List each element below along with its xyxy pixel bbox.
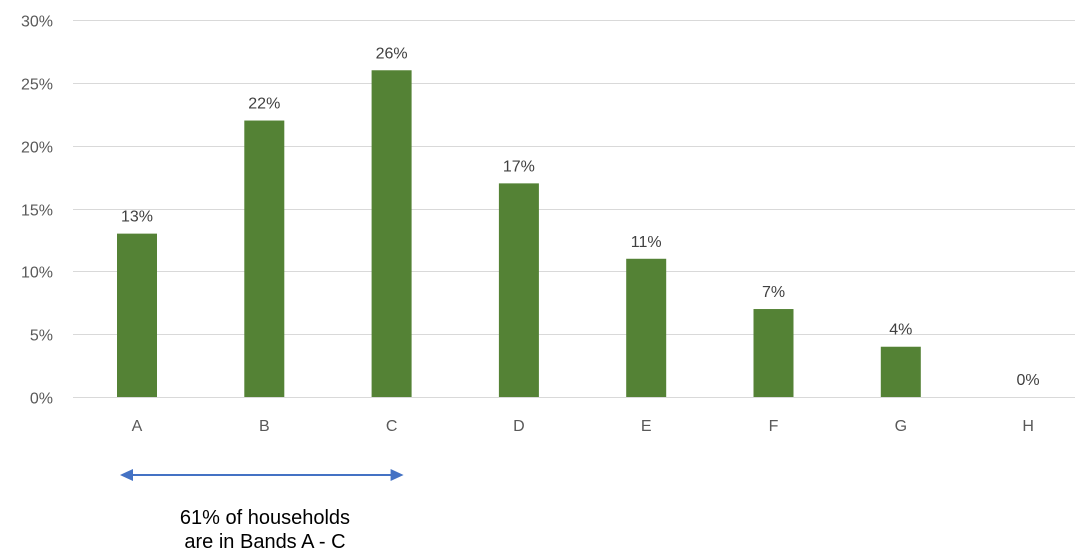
data-label-h: 0% bbox=[1017, 372, 1040, 389]
data-label-g: 4% bbox=[889, 322, 912, 339]
x-tick-label-c: C bbox=[386, 418, 398, 435]
y-tick-label: 25% bbox=[21, 77, 53, 94]
x-tick-label-g: G bbox=[895, 418, 907, 435]
arrow-head-left bbox=[120, 469, 133, 481]
bar-a bbox=[117, 233, 157, 397]
annotation-text: 61% of households are in Bands A - C bbox=[100, 506, 430, 554]
y-tick-label: 0% bbox=[30, 391, 53, 408]
bar-f bbox=[753, 309, 794, 397]
x-tick-label-a: A bbox=[132, 418, 143, 435]
annotation-line-2: are in Bands A - C bbox=[184, 531, 346, 553]
data-labels: 13% 22% 26% 17% 11% 7% 4% 0% bbox=[121, 45, 1040, 389]
y-tick-label: 5% bbox=[30, 328, 53, 345]
x-tick-label-h: H bbox=[1022, 418, 1034, 435]
x-axis-tick-labels: A B C D E F G H bbox=[132, 418, 1034, 435]
bar-chart: 0% 5% 10% 15% 20% 25% 30% 13% 22% 26% 17% 11% 7% 4% 0… bbox=[21, 14, 1075, 481]
data-label-a: 13% bbox=[121, 209, 153, 226]
y-tick-label: 15% bbox=[21, 203, 53, 220]
arrow-head-right bbox=[390, 469, 404, 481]
bar-d bbox=[498, 183, 539, 397]
y-tick-label: 10% bbox=[21, 265, 53, 282]
data-label-b: 22% bbox=[248, 96, 280, 113]
bars bbox=[117, 70, 921, 398]
bar-b bbox=[244, 120, 285, 398]
y-tick-label: 30% bbox=[21, 14, 53, 31]
y-axis-tick-labels: 0% 5% 10% 15% 20% 25% 30% bbox=[21, 14, 53, 408]
bar-e bbox=[626, 258, 667, 397]
x-tick-label-f: F bbox=[769, 418, 779, 435]
x-tick-label-e: E bbox=[641, 418, 652, 435]
range-arrow bbox=[120, 469, 404, 481]
data-label-e: 11% bbox=[631, 234, 662, 251]
gridlines bbox=[73, 20, 1075, 398]
x-tick-label-d: D bbox=[513, 418, 525, 435]
bar-g bbox=[880, 346, 921, 397]
bar-c bbox=[371, 70, 412, 398]
annotation-line-1: 61% of households bbox=[179, 507, 351, 529]
y-tick-label: 20% bbox=[21, 140, 53, 157]
x-tick-label-b: B bbox=[259, 418, 270, 435]
data-label-f: 7% bbox=[762, 284, 785, 301]
data-label-c: 26% bbox=[376, 45, 408, 62]
data-label-d: 17% bbox=[503, 158, 535, 175]
